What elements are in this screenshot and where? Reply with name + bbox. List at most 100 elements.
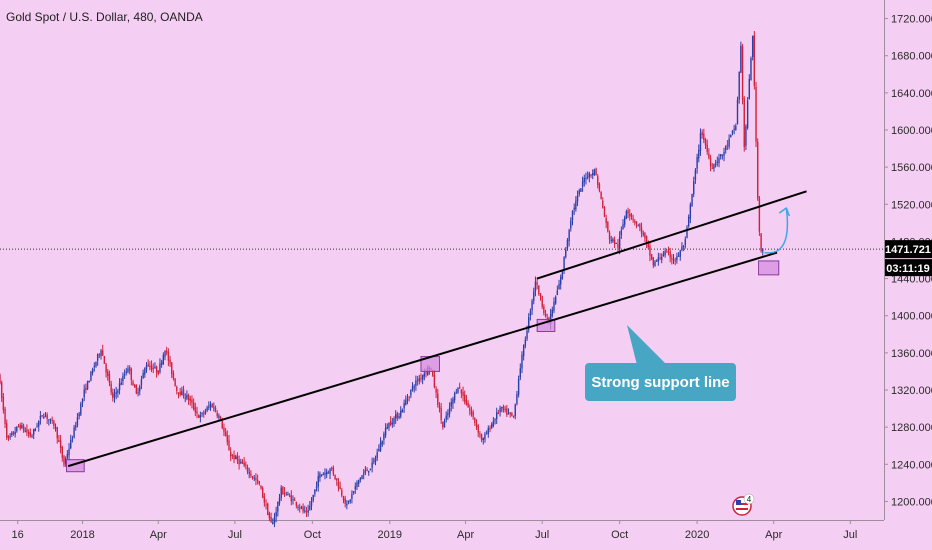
candle-body xyxy=(593,169,596,175)
candle-body xyxy=(622,223,624,229)
candle-body xyxy=(218,415,220,418)
candle-body xyxy=(280,487,282,498)
callout-box xyxy=(585,363,736,401)
candle-body xyxy=(741,46,744,100)
highlight-box xyxy=(758,260,780,276)
candle-body xyxy=(19,424,21,429)
candle-body xyxy=(314,489,316,494)
candle-body xyxy=(654,261,656,267)
candle-body xyxy=(526,330,528,339)
candle-body xyxy=(499,407,501,413)
candle-body xyxy=(26,429,28,433)
candle-body xyxy=(563,256,565,270)
candle-body xyxy=(371,462,373,468)
candle-body xyxy=(733,128,735,131)
candle-body xyxy=(24,430,26,432)
candle-body xyxy=(464,394,466,402)
candle-body xyxy=(421,375,424,380)
candle-body xyxy=(453,393,456,401)
trendline xyxy=(67,251,778,468)
candle-body xyxy=(128,367,131,371)
countdown-label: 03:11:19 xyxy=(886,263,929,275)
candle-body xyxy=(88,380,90,383)
flag-stripe xyxy=(736,503,748,505)
candle-body xyxy=(186,394,188,399)
candle-body xyxy=(447,413,449,416)
price-axis[interactable]: 1200.000 1240.000 1280.000 1320.000 1360.000… xyxy=(884,0,932,520)
candle-body xyxy=(231,455,234,457)
candle-body xyxy=(740,45,742,73)
candle-body xyxy=(61,447,64,458)
news-flag-icon[interactable]: 4 xyxy=(732,493,755,516)
candle-body xyxy=(541,295,543,307)
candle-body xyxy=(560,277,562,285)
candle-body xyxy=(71,438,74,440)
candle-body xyxy=(623,217,626,225)
candle-body xyxy=(743,98,745,148)
candle-body xyxy=(679,250,681,257)
candle-body xyxy=(341,490,343,496)
candle-body xyxy=(393,418,395,424)
candle-body xyxy=(226,435,229,443)
candle-body xyxy=(723,151,725,156)
candle-body xyxy=(477,425,479,433)
candle-body xyxy=(361,475,363,480)
candle-body xyxy=(41,415,43,417)
y-tick-label: 1200.000 xyxy=(891,496,932,508)
candle-body xyxy=(716,162,719,164)
candle-body xyxy=(484,434,486,440)
candle-body xyxy=(267,503,269,515)
projection-arrowhead xyxy=(778,207,791,217)
candle-body xyxy=(304,510,306,512)
candle-body xyxy=(534,281,537,291)
candle-body xyxy=(509,412,511,414)
candle-body xyxy=(497,412,500,414)
candle-body xyxy=(235,456,237,460)
support-callout[interactable]: Strong support line xyxy=(585,325,736,401)
candle-body xyxy=(735,125,737,130)
candle-body xyxy=(248,472,250,474)
candle-body xyxy=(184,397,186,399)
candle-body xyxy=(369,468,372,471)
candle-body xyxy=(649,245,651,256)
x-tick-label: Jul xyxy=(843,529,857,541)
candle-body xyxy=(693,181,695,195)
candle-body xyxy=(502,406,505,411)
candle-body xyxy=(363,473,365,475)
candle-body xyxy=(96,354,99,361)
candle-body xyxy=(203,413,205,415)
candle-body xyxy=(406,398,409,401)
candle-body xyxy=(56,427,58,439)
candle-body xyxy=(676,256,678,261)
candle-body xyxy=(708,153,710,159)
candle-body xyxy=(32,429,35,435)
candle-body xyxy=(642,233,644,235)
candle-body xyxy=(516,394,518,404)
trendlines[interactable] xyxy=(67,190,807,468)
candle-body xyxy=(44,415,47,417)
candle-body xyxy=(469,408,471,411)
projection-arrow xyxy=(764,207,789,254)
candle-body xyxy=(418,378,420,381)
time-axis[interactable]: 16 2018 Apr Jul Oct 2019 Apr Jul Oct 2020 Apr Jul xyxy=(0,520,884,541)
candle-body xyxy=(647,242,649,248)
candle-body xyxy=(568,230,570,242)
candle-body xyxy=(558,283,560,290)
candle-body xyxy=(699,133,702,151)
candle-body xyxy=(662,254,665,256)
candle-body xyxy=(492,421,495,426)
candle-body xyxy=(78,413,80,417)
candle-body xyxy=(706,144,708,152)
candle-body xyxy=(386,426,388,429)
badge-count: 4 xyxy=(747,495,752,504)
candle-body xyxy=(39,416,42,420)
candle-body xyxy=(718,157,720,164)
candle-body xyxy=(277,502,279,512)
candle-body xyxy=(285,494,287,496)
candle-body xyxy=(179,392,181,395)
candle-body xyxy=(485,433,488,435)
candle-body xyxy=(16,426,18,432)
candle-body xyxy=(307,509,309,513)
candle-body xyxy=(405,400,407,405)
